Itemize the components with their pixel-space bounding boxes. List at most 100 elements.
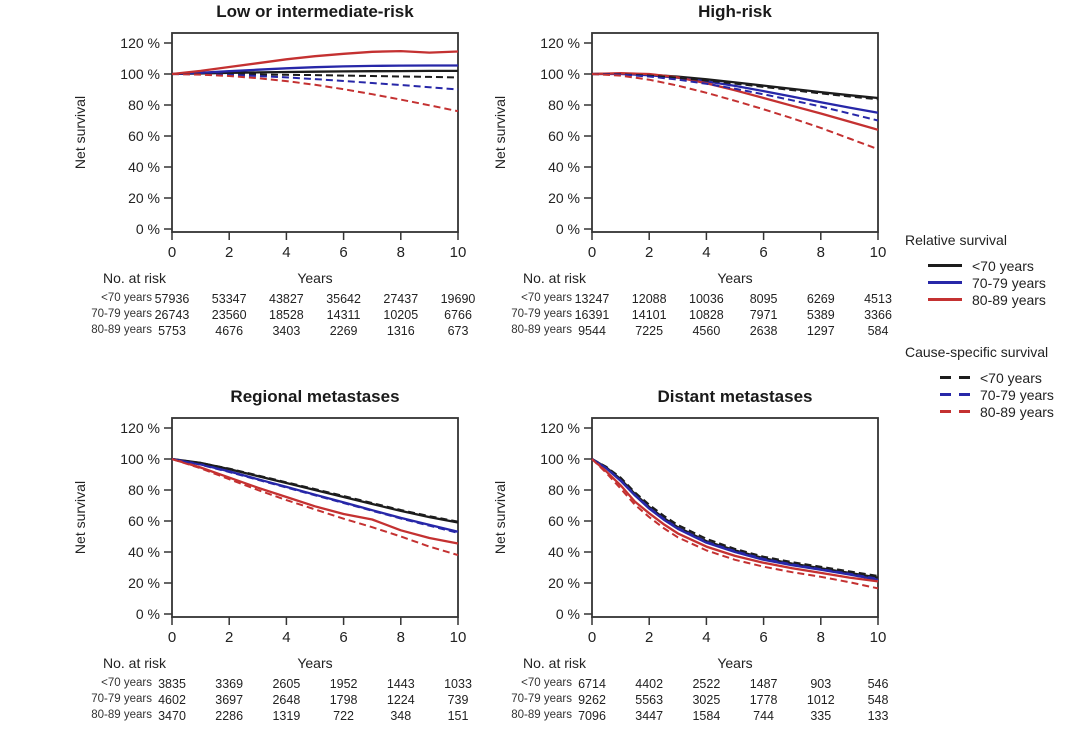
at-risk-value: 3366 [864, 308, 892, 322]
y-tick-label: 20 % [548, 575, 580, 591]
at-risk-value: 151 [447, 709, 469, 723]
legend-item-relative-70-79: 70-79 years [905, 274, 1080, 291]
plot-box [171, 32, 459, 233]
y-tick-label: 80 % [128, 482, 160, 498]
panel-title: High-risk [698, 2, 772, 21]
at-risk-value: 1952 [329, 677, 358, 691]
at-risk-value: 10036 [689, 292, 724, 306]
at-risk-value: 348 [390, 709, 412, 723]
at-risk-value: 5753 [158, 324, 186, 338]
at-risk-value: 9544 [578, 324, 606, 338]
y-tick-label: 120 % [540, 420, 580, 436]
series-line-relative-survival-70-79-years [171, 64, 458, 76]
at-risk-value: 2522 [692, 677, 721, 691]
at-risk-value: 548 [867, 693, 889, 707]
series-line-cause-specific-survival-70-years [172, 73, 459, 79]
y-tick-label: 0 % [136, 606, 160, 622]
at-risk-table: <70 years 13247 12088 10036 8095 6269 4513 70-7… [475, 292, 905, 344]
at-risk-value: 8095 [749, 292, 778, 306]
at-risk-value: 14311 [326, 308, 361, 322]
panel-title: Low or intermediate-risk [216, 2, 414, 21]
at-risk-value: 2269 [329, 324, 358, 338]
at-risk-value: 2638 [749, 324, 778, 338]
at-risk-value: 1012 [806, 693, 835, 707]
y-tick-label: 0 % [136, 221, 160, 237]
x-tick-label: 6 [759, 629, 767, 646]
net-survival-plot: 0 % 20 % 40 % 60 % 80 % 100 % 120 % 0 2 4 6 8 10 Net … [492, 32, 887, 261]
y-tick-label: 40 % [548, 159, 580, 175]
at-risk-value: 3470 [158, 709, 186, 723]
solid-black-line-swatch [928, 264, 962, 267]
at-risk-table: <70 years 6714 4402 2522 1487 903 546 70-79 yea… [475, 677, 905, 729]
legend-label: <70 years [980, 369, 1042, 386]
at-risk-value: 9262 [578, 693, 606, 707]
at-risk-row-label: 80-89 years [511, 324, 572, 336]
no-at-risk-label: No. at risk [523, 270, 587, 286]
at-risk-value: 335 [810, 709, 832, 723]
at-risk-value: 53347 [211, 292, 247, 306]
y-tick-label: 20 % [128, 575, 160, 591]
at-risk-value: 1297 [806, 324, 835, 338]
net-survival-plot: 0 % 20 % 40 % 60 % 80 % 100 % 120 % 0 2 4 6 8 10 Net … [72, 417, 467, 646]
at-risk-value: 4676 [215, 324, 244, 338]
panel-high-risk: High-risk 0 % 20 % 40 % 60 % 80 % 100 % 120 % 0… [475, 0, 905, 345]
at-risk-value: 5389 [806, 308, 835, 322]
at-risk-value: 18528 [269, 308, 304, 322]
legend-item-cause-lt70: <70 years [905, 369, 1080, 386]
y-tick-label: 80 % [128, 97, 160, 113]
at-risk-row-label: <70 years [521, 677, 572, 689]
net-survival-plot: 0 % 20 % 40 % 60 % 80 % 100 % 120 % 0 2 4 6 8 10 Net … [72, 32, 466, 261]
legend-title-relative-survival: Relative survival [905, 232, 1007, 248]
at-risk-value: 744 [753, 709, 775, 723]
at-risk-row-label: 70-79 years [511, 693, 572, 705]
at-risk-value: 6714 [578, 677, 606, 691]
y-tick-label: 80 % [548, 482, 580, 498]
series-line-relative-survival-80-89-years [171, 457, 459, 545]
panel-title: Distant metastases [657, 387, 813, 406]
at-risk-value: 133 [867, 709, 889, 723]
at-risk-row-label: <70 years [101, 292, 152, 304]
y-tick-label: 120 % [120, 420, 160, 436]
at-risk-value: 43827 [269, 292, 304, 306]
y-tick-label: 40 % [548, 544, 580, 560]
y-tick-label: 100 % [120, 66, 160, 82]
at-risk-value: 10828 [689, 308, 724, 322]
x-tick-label: 10 [870, 629, 887, 646]
x-tick-label: 4 [282, 629, 290, 646]
series-line-cause-specific-survival-70-years [591, 458, 879, 577]
no-at-risk-label: No. at risk [103, 655, 167, 671]
x-tick-label: 8 [817, 629, 825, 646]
at-risk-row-label: 70-79 years [511, 308, 572, 320]
no-at-risk-label: No. at risk [523, 655, 587, 671]
plot-box [591, 32, 879, 233]
x-tick-label: 4 [702, 629, 710, 646]
x-tick-label: 2 [645, 629, 653, 646]
legend-label: <70 years [972, 257, 1034, 274]
x-tick-label: 10 [450, 629, 467, 646]
at-risk-value: 13247 [574, 292, 610, 306]
at-risk-value: 4402 [635, 677, 664, 691]
y-tick-label: 40 % [128, 544, 160, 560]
at-risk-value: 5563 [635, 693, 664, 707]
at-risk-value: 10205 [383, 308, 419, 322]
series-line-cause-specific-survival-70-years [171, 458, 459, 523]
plot-box [171, 417, 459, 618]
y-tick-label: 60 % [548, 128, 580, 144]
at-risk-value: 3697 [215, 693, 244, 707]
y-tick-label: 100 % [540, 451, 580, 467]
legend-item-cause-80-89: 80-89 years [905, 403, 1080, 420]
legend-label: 70-79 years [972, 274, 1046, 291]
at-risk-value: 35642 [326, 292, 361, 306]
x-tick-label: 4 [282, 244, 290, 261]
at-risk-value: 57936 [154, 292, 190, 306]
x-axis-title: Years [717, 270, 753, 286]
panel-low-or-intermediate-risk: Low or intermediate-risk 0 % 20 % 40 % 60 %… [55, 0, 485, 345]
at-risk-value: 2648 [272, 693, 301, 707]
y-axis-title: Net survival [72, 481, 88, 554]
x-tick-label: 10 [870, 244, 887, 261]
at-risk-value: 1443 [386, 677, 415, 691]
at-risk-table: <70 years 3835 3369 2605 1952 1443 1033 70-79 y… [55, 677, 485, 729]
at-risk-value: 7225 [635, 324, 664, 338]
at-risk-row-label: <70 years [101, 677, 152, 689]
